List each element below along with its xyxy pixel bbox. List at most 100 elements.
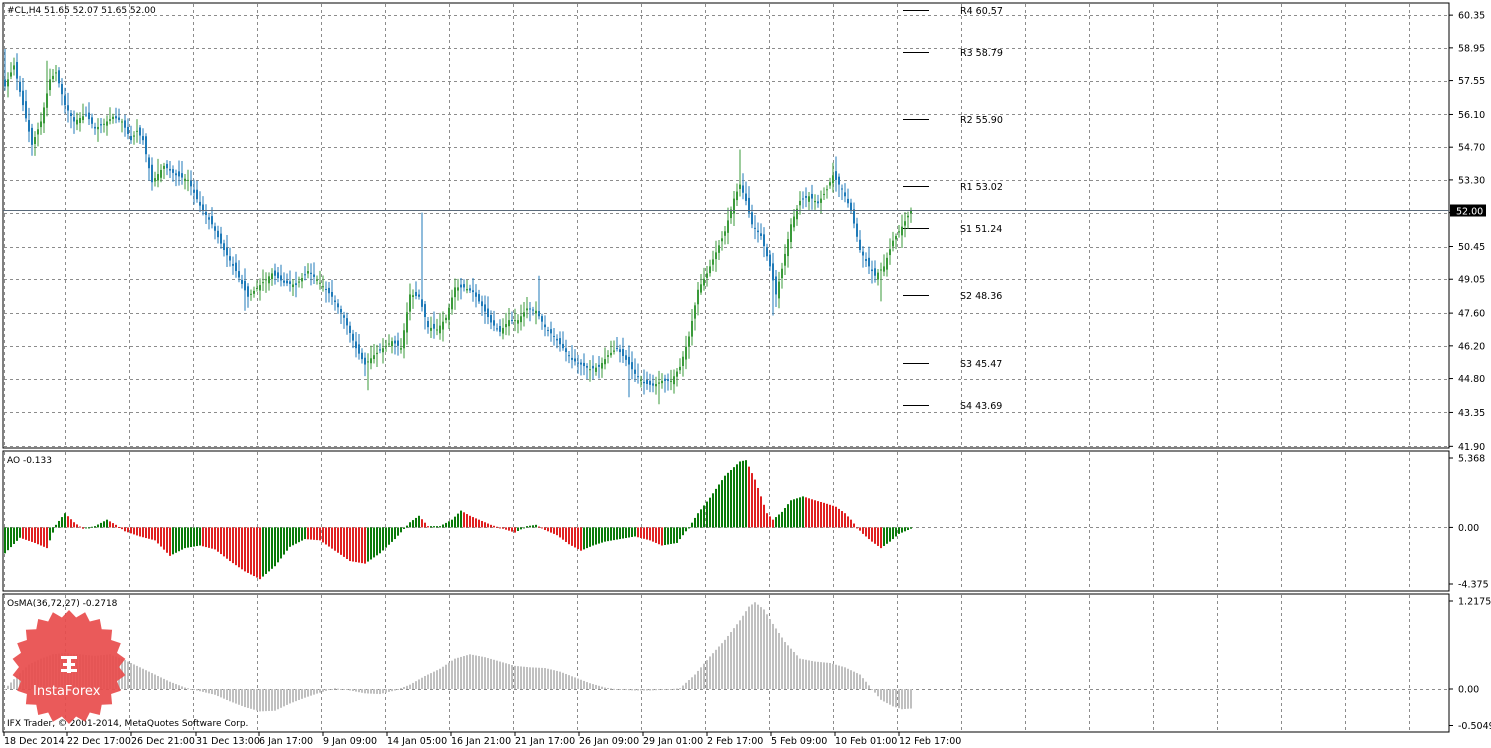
candle-body: [805, 196, 807, 198]
candle-body: [640, 380, 642, 382]
candle-body: [904, 221, 906, 226]
ao-bar: [160, 527, 162, 547]
osma-bar: [442, 666, 444, 689]
ao-bar: [574, 527, 576, 548]
candle: [469, 284, 471, 294]
candle: [217, 225, 219, 244]
candle-body: [34, 137, 36, 145]
candle-body: [832, 175, 834, 184]
candle: [160, 164, 162, 183]
candle: [901, 214, 903, 248]
ao-bar: [535, 524, 537, 528]
candle-body: [823, 193, 825, 195]
candle-body: [58, 70, 60, 84]
ao-bar: [37, 527, 39, 545]
pivot-level-label: R3 58.79: [960, 48, 1003, 59]
candle: [583, 353, 585, 376]
osma-bar: [754, 602, 756, 689]
candle: [247, 283, 249, 308]
osma-bar: [409, 684, 411, 689]
candle-body: [361, 352, 363, 360]
ao-bar: [211, 527, 213, 549]
candle-body: [592, 365, 594, 369]
osma-bar: [241, 689, 243, 706]
candle: [475, 284, 477, 308]
candle: [730, 206, 732, 224]
ao-bar: [337, 527, 339, 553]
osma-bar: [412, 682, 414, 689]
candle: [244, 268, 246, 311]
ao-bar: [370, 527, 372, 560]
osma-bar: [313, 689, 315, 695]
candle: [562, 331, 564, 351]
osma-bar: [559, 671, 561, 689]
osma-bar: [874, 689, 876, 693]
current-price-label: 52.00: [1456, 207, 1483, 218]
ao-bar: [580, 527, 582, 551]
price-axis-label: 50.45: [1458, 242, 1485, 253]
ao-bar: [325, 527, 327, 545]
candle: [4, 49, 6, 91]
ao-bar: [85, 527, 87, 529]
ao-bar: [343, 527, 345, 557]
ao-bar: [235, 527, 237, 566]
candle-body: [601, 362, 603, 369]
candle-body: [283, 280, 285, 283]
candle-body: [346, 318, 348, 326]
candle-body: [226, 247, 228, 256]
candle-body: [664, 378, 666, 381]
candle: [844, 183, 846, 203]
candle-body: [523, 312, 525, 317]
ao-bar: [67, 516, 69, 528]
candle-body: [472, 290, 474, 293]
osma-bar: [433, 671, 435, 689]
ao-bar: [496, 526, 498, 528]
candle-body: [145, 136, 147, 155]
osma-bar: [304, 689, 306, 698]
candle: [631, 351, 633, 380]
candle: [367, 353, 369, 391]
osma-bar: [841, 666, 843, 689]
ao-bar: [7, 527, 9, 551]
candle: [232, 256, 234, 275]
candle: [34, 131, 36, 156]
osma-bar: [850, 670, 852, 689]
candle: [64, 87, 66, 114]
ao-bar: [631, 527, 633, 537]
ao-bar: [742, 460, 744, 528]
candle: [352, 329, 354, 349]
candle: [511, 311, 513, 325]
osma-bar: [211, 689, 213, 695]
ao-bar: [439, 526, 441, 528]
candle-body: [772, 263, 774, 281]
osma-bar: [394, 689, 396, 691]
ao-bar: [796, 498, 798, 528]
candle-body: [676, 371, 678, 377]
candle-body: [637, 376, 639, 378]
osma-bar: [814, 661, 816, 689]
osma-bar: [139, 667, 141, 689]
osma-bar: [535, 667, 537, 689]
candle: [580, 359, 582, 376]
ao-bar: [319, 527, 321, 541]
osma-bar: [811, 660, 813, 689]
main-pane[interactable]: [2, 2, 1450, 449]
ao-bar: [358, 527, 360, 563]
candle: [841, 184, 843, 201]
candle: [616, 337, 618, 352]
osma-bar: [748, 606, 750, 689]
ao-bar: [475, 518, 477, 528]
candle-body: [253, 290, 255, 294]
ao-bar: [901, 527, 903, 533]
osma-bar: [724, 639, 726, 689]
ao-bar: [493, 525, 495, 528]
ao-bar: [181, 527, 183, 550]
osma-bar: [511, 665, 513, 689]
ao-bar: [313, 527, 315, 540]
candle-body: [586, 366, 588, 368]
time-axis-label: 12 Feb 17:00: [899, 736, 961, 747]
candle: [754, 215, 756, 240]
candle-body: [469, 288, 471, 291]
ao-bar: [790, 500, 792, 528]
